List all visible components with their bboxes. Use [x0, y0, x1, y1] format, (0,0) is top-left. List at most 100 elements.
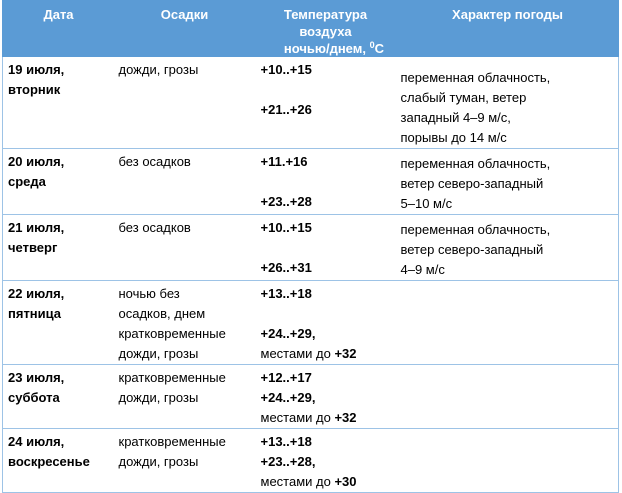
precipitation-text: дожди, грозы: [118, 390, 199, 405]
precipitation-text: осадков, днем: [118, 306, 206, 321]
weather-description-cell: переменная облачность, ветер северо-запад…: [396, 214, 619, 281]
date-cell: 21 июля, четверг: [2, 214, 115, 281]
date-day: 24 июля,: [8, 434, 65, 449]
header-temperature-line1: Температура: [283, 7, 368, 22]
temperature-day: +23..+28: [260, 194, 312, 209]
date-day: 19 июля,: [8, 62, 65, 77]
weather-description-text: ветер северо-западный: [400, 242, 544, 257]
header-temperature-line2: воздуха: [299, 24, 352, 39]
temperature-gap: [261, 172, 393, 192]
weather-description-cell: переменная облачность, слабый туман, вете…: [396, 57, 619, 149]
table-row: 19 июля, вторник дожди, грозы +10..+15 +21..…: [2, 57, 619, 149]
temperature-gap: [261, 304, 393, 324]
temperature-day-max-prefix: местами до: [260, 346, 335, 361]
precipitation-cell: кратковременные дожди, грозы: [114, 364, 255, 429]
temperature-day: +24..+29,: [260, 390, 316, 405]
header-weather: Характер погоды: [396, 0, 619, 57]
weather-description-text: переменная облачность,: [400, 156, 551, 171]
date-weekday: четверг: [8, 240, 58, 255]
temperature-night: +12..+17: [260, 370, 312, 385]
precipitation-text: кратковременные: [118, 326, 226, 341]
temperature-gap: [261, 80, 393, 100]
temperature-day-max-value: +30: [334, 474, 357, 489]
temperature-day-max: местами до +30: [261, 472, 393, 492]
temperature-day: +21..+26: [260, 102, 312, 117]
precipitation-text: кратковременные: [118, 370, 226, 385]
temperature-cell: +13..+18 +24..+29, местами до +32: [254, 280, 397, 365]
date-day: 21 июля,: [8, 220, 65, 235]
temperature-day: +24..+29,: [260, 326, 316, 341]
table-row: 24 июля, воскресенье кратковременные дожди,…: [2, 428, 619, 493]
precipitation-text: дожди, грозы: [118, 346, 199, 361]
weather-description-text: переменная облачность,: [400, 222, 551, 237]
temperature-gap: [261, 238, 393, 258]
weather-description-text: ветер северо-западный: [400, 176, 544, 191]
date-weekday: суббота: [8, 390, 60, 405]
date-cell: 20 июля, среда: [2, 148, 115, 215]
date-day: 20 июля,: [8, 154, 65, 169]
temperature-night: +10..+15: [260, 220, 312, 235]
date-weekday: воскресенье: [8, 454, 90, 469]
precipitation-text: без осадков: [118, 220, 191, 235]
weather-description-cell: [396, 280, 619, 365]
temperature-cell: +11.+16 +23..+28: [254, 148, 397, 215]
temperature-cell: +10..+15 +21..+26: [254, 57, 397, 149]
temperature-night: +13..+18: [260, 434, 312, 449]
temperature-day: +26..+31: [260, 260, 312, 275]
header-precipitation: Осадки: [114, 0, 255, 57]
weather-description-cell: переменная облачность, ветер северо-запад…: [396, 148, 619, 215]
weather-description-cell: [396, 428, 619, 493]
temperature-day-max-prefix: местами до: [260, 474, 335, 489]
precipitation-cell: ночью без осадков, днем кратковременные дож…: [114, 280, 255, 365]
weather-description-cell: [396, 364, 619, 429]
temperature-night: +13..+18: [260, 286, 312, 301]
header-temperature-line3-text: ночью/днем,: [283, 41, 370, 56]
temperature-cell: +10..+15 +26..+31: [254, 214, 397, 281]
temperature-night: +10..+15: [260, 62, 312, 77]
temperature-day-max-value: +32: [334, 410, 357, 425]
weather-description-text: западный 4–9 м/с,: [400, 110, 511, 125]
precipitation-cell: без осадков: [114, 214, 255, 281]
temperature-cell: +13..+18 +23..+28, местами до +30: [254, 428, 397, 493]
precipitation-text: кратковременные: [118, 434, 226, 449]
header-date: Дата: [2, 0, 115, 57]
temperature-day-max-value: +32: [334, 346, 357, 361]
date-day: 23 июля,: [8, 370, 65, 385]
header-temperature-degree: 0: [369, 40, 375, 50]
weather-description-text: 5–10 м/с: [400, 196, 453, 211]
table-row: 22 июля, пятница ночью без осадков, днем кра…: [2, 280, 619, 365]
precipitation-text: дожди, грозы: [118, 454, 199, 469]
temperature-day-max: местами до +32: [261, 408, 393, 428]
table-row: 21 июля, четверг без осадков +10..+15 +26..+…: [2, 214, 619, 281]
temperature-night: +11.+16: [260, 154, 308, 169]
temperature-day-max-prefix: местами до: [260, 410, 335, 425]
weather-description-text: слабый туман, ветер: [400, 90, 527, 105]
date-cell: 23 июля, суббота: [2, 364, 115, 429]
table-row: 20 июля, среда без осадков +11.+16 +23..+28 п…: [2, 148, 619, 215]
date-weekday: вторник: [8, 82, 61, 97]
date-cell: 24 июля, воскресенье: [2, 428, 115, 493]
date-weekday: среда: [8, 174, 46, 189]
table-row: 23 июля, суббота кратковременные дожди, гро…: [2, 364, 619, 429]
header-temperature: Температура воздуха ночью/днем, 0C: [254, 0, 397, 57]
precipitation-text: без осадков: [118, 154, 191, 169]
header-temperature-line3: ночью/днем, 0C: [259, 40, 392, 57]
precipitation-text: дожди, грозы: [118, 62, 199, 77]
date-day: 22 июля,: [8, 286, 65, 301]
date-cell: 22 июля, пятница: [2, 280, 115, 365]
weather-description-text: переменная облачность,: [400, 70, 551, 85]
precipitation-cell: дожди, грозы: [114, 57, 255, 149]
precipitation-cell: кратковременные дожди, грозы: [114, 428, 255, 493]
weather-description-text: порывы до 14 м/с: [400, 130, 507, 145]
temperature-day: +23..+28,: [260, 454, 316, 469]
precipitation-cell: без осадков: [114, 148, 255, 215]
date-weekday: пятница: [8, 306, 62, 321]
header-temperature-unit: C: [374, 41, 384, 56]
header-row: Дата Осадки Температура воздуха ночью/дн…: [2, 0, 619, 57]
precipitation-text: ночью без: [118, 286, 180, 301]
date-cell: 19 июля, вторник: [2, 57, 115, 149]
weather-description-text: 4–9 м/с: [400, 262, 445, 277]
temperature-cell: +12..+17 +24..+29, местами до +32: [254, 364, 397, 429]
temperature-day-max: местами до +32: [261, 344, 393, 364]
